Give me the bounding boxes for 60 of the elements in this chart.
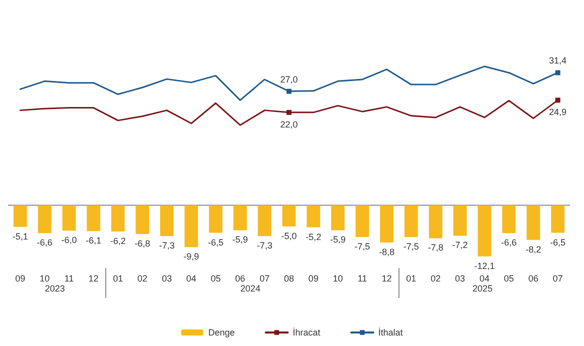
x-tick-label: 09 — [15, 274, 26, 284]
point — [555, 98, 560, 103]
text: 2024 — [240, 284, 260, 294]
data-label: 31,4 — [549, 56, 567, 66]
data-label: -6,6 — [501, 238, 517, 248]
x-tick-label: 12 — [88, 274, 99, 284]
data-label: -6,6 — [36, 238, 52, 248]
data-label: -8,8 — [378, 246, 394, 257]
x-tick-label: 07 — [260, 274, 270, 284]
data-label: -6,5 — [208, 237, 224, 248]
data-label: -6,5 — [550, 237, 566, 248]
data-label: -8,2 — [526, 244, 542, 254]
data-label: -6,8 — [134, 238, 150, 249]
data-label: -7,3 — [256, 240, 272, 251]
x-tick-label: 03 — [455, 274, 466, 284]
point — [555, 70, 560, 76]
x-tick-label: 01 — [406, 274, 416, 284]
x-tick-label: 07 — [552, 274, 563, 284]
data-label: 22,0 — [280, 119, 298, 130]
x-tick-label: 06 — [235, 274, 246, 284]
data-label: -5,0 — [281, 230, 297, 241]
text: 2025 — [472, 284, 493, 294]
data-label: -7,8 — [428, 242, 444, 253]
data-label: -6,2 — [110, 236, 126, 246]
x-tick-label: 04 — [186, 274, 196, 284]
data-label: -7,5 — [354, 241, 370, 252]
data-label: 27,0 — [280, 74, 298, 84]
x-tick-label: 02 — [430, 274, 441, 284]
x-tick-label: 10 — [332, 274, 343, 284]
data-label: -6,0 — [61, 235, 77, 246]
legend-label: Denge — [208, 328, 235, 338]
data-label: -7,2 — [452, 240, 468, 250]
x-tick-label: 11 — [64, 274, 74, 284]
data-label: -9,9 — [184, 252, 200, 262]
data-label: 24,9 — [549, 107, 567, 118]
data-label: -12,1 — [474, 260, 495, 271]
data-label: -5,2 — [306, 232, 322, 242]
x-tick-label: 09 — [308, 274, 318, 284]
x-tick-label: 06 — [528, 274, 538, 284]
legend-label: İhracat — [292, 328, 321, 338]
data-label: -5,1 — [12, 231, 28, 242]
legend-label: İthalat — [378, 328, 404, 338]
data-label: -7,3 — [159, 240, 175, 251]
x-tick-label: 05 — [504, 274, 514, 284]
point — [286, 88, 292, 94]
x-tick-label: 05 — [210, 274, 221, 284]
x-tick-label: 11 — [358, 274, 367, 284]
x-tick-label: 02 — [137, 274, 148, 284]
point — [286, 110, 292, 115]
data-label: -7,5 — [403, 241, 419, 252]
x-tick-label: 03 — [162, 274, 172, 284]
x-tick-label: 04 — [479, 274, 490, 284]
data-label: -5,9 — [330, 234, 346, 245]
data-label: -6,1 — [86, 236, 102, 246]
x-tick-label: 01 — [112, 274, 123, 284]
x-tick-label: 12 — [382, 274, 392, 284]
text: 2023 — [44, 284, 65, 294]
x-tick-label: 08 — [284, 274, 294, 284]
data-label: -5,9 — [232, 234, 248, 245]
x-tick-label: 10 — [40, 274, 50, 284]
